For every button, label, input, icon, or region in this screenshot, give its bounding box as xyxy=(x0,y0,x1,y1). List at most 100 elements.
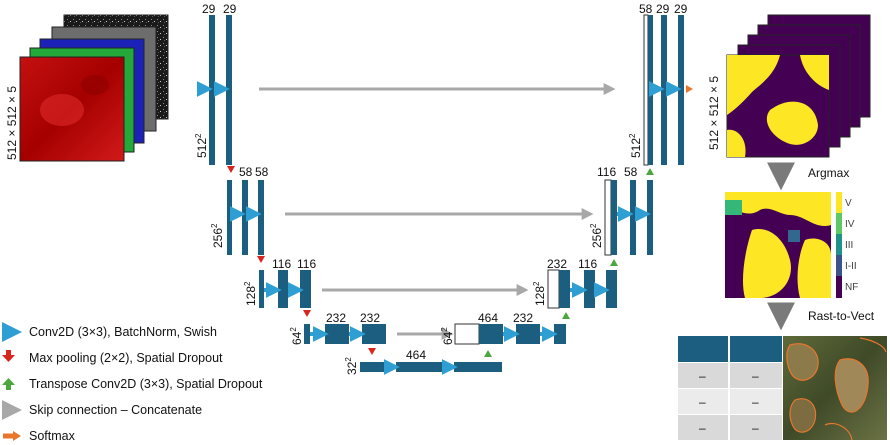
dec2-ch-b: 58 xyxy=(624,165,638,179)
legend-item-conv: Conv2D (3×3), BatchNorm, Swish xyxy=(1,322,217,342)
dec1-block-c xyxy=(678,15,684,165)
pool-arrow xyxy=(257,256,265,263)
enc3-ch-a: 116 xyxy=(272,257,291,271)
class-colorbar: V IV III I-II NF xyxy=(836,192,858,298)
legend-label: Skip connection – Concatenate xyxy=(29,403,202,417)
enc2-resolution: 2562 xyxy=(210,223,225,248)
table-cell: – xyxy=(699,395,706,409)
input-size-label: 512 × 512 × 5 xyxy=(5,86,19,160)
classified-map xyxy=(725,192,831,298)
dec4-block-a xyxy=(479,324,503,344)
dec1-concat-block xyxy=(643,14,649,166)
bottleneck-block-a xyxy=(396,362,444,372)
upconv-arrow xyxy=(562,312,570,319)
dec2-ch-a: 116 xyxy=(597,165,616,179)
table-cell: – xyxy=(699,369,706,383)
legend-item-upconv: Transpose Conv2D (3×3), Spatial Dropout xyxy=(2,377,263,391)
pool-arrow xyxy=(368,348,376,355)
enc2-block-0 xyxy=(227,180,232,255)
legend-item-skip: Skip connection – Concatenate xyxy=(1,400,202,420)
dec2-resolution: 2562 xyxy=(589,223,604,248)
enc1-ch-b: 29 xyxy=(223,2,237,16)
enc3-block-a xyxy=(278,270,288,308)
dec3-block-b xyxy=(584,270,595,308)
enc4-ch-a: 232 xyxy=(326,311,346,325)
class-label: NF xyxy=(845,282,858,293)
enc4-block-0 xyxy=(304,324,310,344)
input-image-stack xyxy=(19,14,169,162)
encoder-level-3: 116 116 1282 xyxy=(243,257,316,308)
table-cell: – xyxy=(752,395,759,409)
dec4-concat-block xyxy=(454,323,480,345)
dec2-block-b xyxy=(630,180,636,255)
enc4-resolution: 642 xyxy=(289,327,304,345)
enc3-block-0 xyxy=(259,270,264,308)
pool-arrow xyxy=(303,310,311,317)
decoder-level-1: 58 29 29 5122 xyxy=(628,2,693,166)
bottleneck: 464 322 xyxy=(344,348,502,375)
bottleneck-ch: 464 xyxy=(406,348,426,362)
dec3-block-a xyxy=(559,270,570,308)
legend-item-softmax: Softmax xyxy=(3,429,76,443)
softmax-arrow xyxy=(686,85,693,93)
pool-arrow-icon xyxy=(2,350,15,362)
dec1-block-a xyxy=(648,15,653,165)
dec1-resolution: 5122 xyxy=(628,133,643,158)
upconv-arrow xyxy=(610,259,618,266)
legend-item-pool: Max pooling (2×2), Spatial Dropout xyxy=(2,350,223,365)
decoder-level-2: 116 58 2562 xyxy=(589,165,654,256)
bottleneck-block-b xyxy=(454,362,502,372)
attribute-table: – – – – – – xyxy=(678,336,782,440)
pool-arrow xyxy=(227,166,235,173)
enc4-block-a xyxy=(325,324,349,344)
enc2-ch-a: 58 xyxy=(239,165,253,179)
class-label: I-II xyxy=(845,261,857,272)
legend-label: Softmax xyxy=(29,429,76,443)
dec1-block-b xyxy=(661,15,667,165)
legend: Conv2D (3×3), BatchNorm, Swish Max pooli… xyxy=(1,322,263,443)
output-probability-stack xyxy=(726,14,871,158)
dec2-block-c xyxy=(647,180,653,255)
dec3-resolution: 1282 xyxy=(532,281,547,306)
encoder-level-1: 29 29 5122 xyxy=(194,2,237,165)
dec3-ch-b: 116 xyxy=(578,257,597,271)
dec1-ch-a: 58 xyxy=(639,2,653,16)
enc3-resolution: 1282 xyxy=(243,281,258,306)
encoder-level-4: 232 232 642 xyxy=(289,311,386,345)
table-cell: – xyxy=(752,421,759,435)
enc1-block-b xyxy=(226,15,232,165)
dec3-concat-block xyxy=(547,269,560,309)
output-size-label: 512 × 512 × 5 xyxy=(707,76,721,150)
enc3-block-b xyxy=(300,270,311,308)
enc2-ch-b: 58 xyxy=(255,165,269,179)
dec1-ch-b: 29 xyxy=(656,2,670,16)
legend-label: Transpose Conv2D (3×3), Spatial Dropout xyxy=(29,377,263,391)
dec4-block-b xyxy=(516,324,540,344)
bottleneck-resolution: 322 xyxy=(344,357,359,375)
class-label: III xyxy=(845,240,853,251)
dec3-block-c xyxy=(606,270,617,308)
rast-to-vect-label: Rast-to-Vect xyxy=(808,309,875,323)
enc3-ch-b: 116 xyxy=(297,257,316,271)
dec2-block-a xyxy=(611,180,617,255)
dec4-ch-b: 232 xyxy=(513,311,533,325)
decoder-level-3: 232 116 1282 xyxy=(532,257,618,309)
decoder-level-4: 464 232 642 xyxy=(440,311,570,345)
encoder-level-2: 58 58 2562 xyxy=(210,165,269,255)
vector-aerial-map xyxy=(783,336,887,441)
class-label: V xyxy=(845,198,852,209)
legend-label: Conv2D (3×3), BatchNorm, Swish xyxy=(29,325,217,339)
enc1-ch-a: 29 xyxy=(202,2,216,16)
dec4-ch-a: 464 xyxy=(478,311,498,325)
bottleneck-block-0 xyxy=(360,362,384,372)
dec4-block-c xyxy=(554,324,566,344)
dec2-concat-block xyxy=(604,179,612,256)
legend-label: Max pooling (2×2), Spatial Dropout xyxy=(29,351,223,365)
upconv-arrow xyxy=(484,350,492,357)
dec3-ch-a: 232 xyxy=(547,257,567,271)
enc2-block-b xyxy=(258,180,264,255)
table-cell: – xyxy=(752,369,759,383)
enc1-block-a xyxy=(209,15,215,165)
enc4-block-b xyxy=(362,324,386,344)
